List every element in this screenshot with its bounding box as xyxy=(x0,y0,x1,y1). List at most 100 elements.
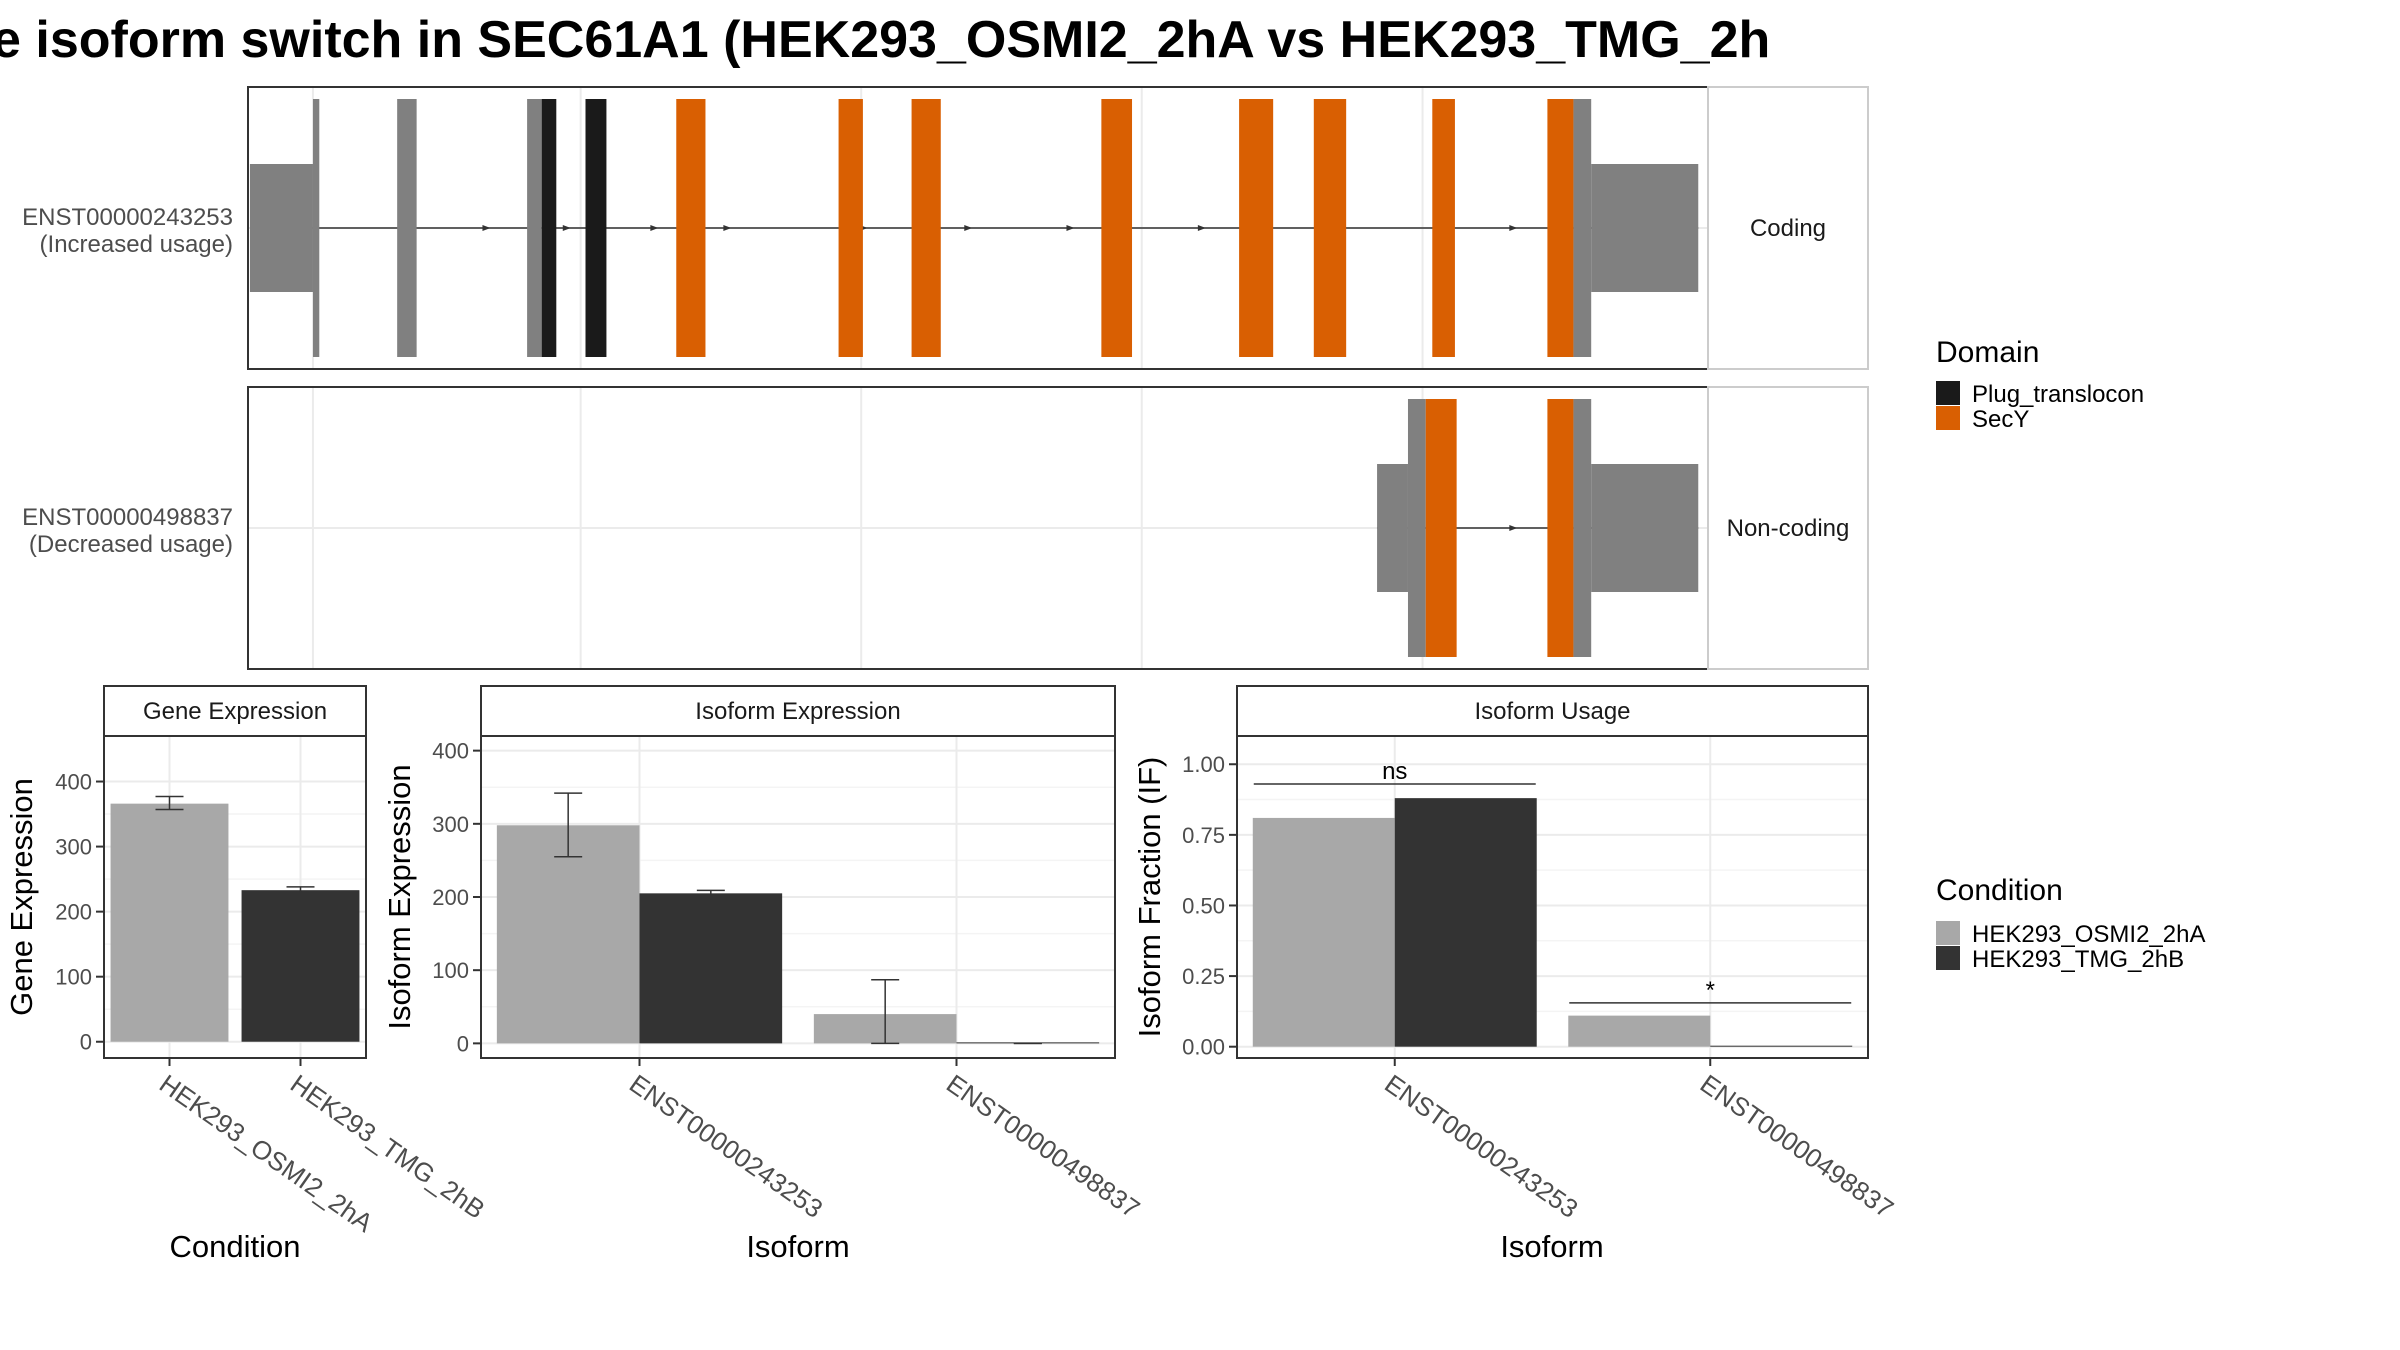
gene-structure-panels: Coding ENST00000243253(Increased usage) No… xyxy=(22,86,1869,670)
strand-arrow-9 xyxy=(1197,225,1206,231)
exon-0 xyxy=(1377,464,1408,592)
strand-arrow-11 xyxy=(1509,225,1518,231)
strip-right xyxy=(1707,86,1869,370)
xtick-label-0: ENST00000243253 xyxy=(624,1068,828,1224)
exon-12 xyxy=(1432,99,1455,357)
exon-10 xyxy=(1239,99,1274,357)
exon-5 xyxy=(1591,464,1699,592)
strip-top xyxy=(480,685,1116,737)
strand-arrow-1 xyxy=(482,225,491,231)
ytick-label-3: 300 xyxy=(55,835,92,860)
transcript-id-label: ENST00000498837 xyxy=(22,504,233,531)
ytick-label-2: 200 xyxy=(432,885,469,910)
exon-4 xyxy=(1573,399,1592,657)
domain-legend-label-secy: SecY xyxy=(1972,406,2029,433)
exon-14 xyxy=(1573,99,1592,357)
condition-legend-title: Condition xyxy=(1936,874,2063,907)
strand-arrow-0 xyxy=(1509,525,1518,531)
ytick-label-2: 200 xyxy=(55,900,92,925)
y-axis-title: Gene Expression xyxy=(4,778,39,1016)
strand-arrow-3 xyxy=(650,225,659,231)
strand-arrow-4 xyxy=(723,225,732,231)
domain-legend-title: Domain xyxy=(1936,336,2039,369)
transcript-panel-ENST00000243253: Coding ENST00000243253(Increased usage) xyxy=(22,86,1869,370)
strip-top xyxy=(103,685,367,737)
transcript-id-label: ENST00000243253 xyxy=(22,204,233,231)
xtick-label-0: ENST00000243253 xyxy=(1379,1068,1583,1224)
ytick-label-0: 0 xyxy=(457,1031,469,1056)
xtick-label-0: HEK293_OSMI2_2hA xyxy=(154,1068,379,1238)
strip-label: Coding xyxy=(1750,215,1826,242)
strip-label: Isoform Usage xyxy=(1474,698,1630,725)
condition-legend: Condition HEK293_OSMI2_2hA HEK293_TMG_2h… xyxy=(1936,874,2205,973)
x-axis-title: Isoform xyxy=(1500,1229,1603,1264)
strand-arrow-7 xyxy=(964,225,973,231)
y-axis-title: Isoform Expression xyxy=(382,764,417,1029)
xtick-label-1: ENST00000498837 xyxy=(941,1068,1145,1224)
exon-1 xyxy=(1407,399,1426,657)
strand-arrow-2 xyxy=(562,225,571,231)
exon-9 xyxy=(1101,99,1133,357)
ytick-label-0: 0 xyxy=(80,1030,92,1055)
exon-15 xyxy=(1591,164,1699,292)
domain-legend: Domain Plug_translocon SecY xyxy=(1936,336,2144,433)
exon-8 xyxy=(911,99,941,357)
strip-top xyxy=(1236,685,1869,737)
bar-1-1 xyxy=(1710,1045,1853,1047)
exon-0 xyxy=(249,164,313,292)
exon-3 xyxy=(527,99,542,357)
domain-legend-key-secy xyxy=(1936,406,1960,430)
bar-panel-isoform-expression: 0 100 200 300 400 Isoform Expression ENST00000… xyxy=(382,685,1145,1264)
transcript-panel-ENST00000498837: Non-coding ENST00000498837(Decreased usag… xyxy=(22,386,1869,670)
bar-0-1 xyxy=(1394,798,1537,1047)
exon-4 xyxy=(541,99,557,357)
exon-13 xyxy=(1547,99,1574,357)
strip-label: Non-coding xyxy=(1727,515,1850,542)
domain-legend-key-plug xyxy=(1936,381,1960,405)
bar-panels: 0 100 200 300 400 Gene Expression HEK293_OSMI2… xyxy=(4,685,1899,1264)
bar-1 xyxy=(241,890,360,1042)
exon-6 xyxy=(676,99,706,357)
strip-label: Isoform Expression xyxy=(695,698,900,725)
exon-2 xyxy=(397,99,417,357)
ytick-label-0: 0.00 xyxy=(1182,1035,1225,1060)
significance-label-1: * xyxy=(1706,977,1715,1004)
exon-3 xyxy=(1547,399,1574,657)
x-axis-title: Condition xyxy=(170,1229,301,1264)
exon-5 xyxy=(585,99,607,357)
ytick-label-4: 400 xyxy=(432,739,469,764)
exon-2 xyxy=(1425,399,1457,657)
bar-1-0 xyxy=(1568,1015,1711,1047)
condition-legend-label-tmg: HEK293_TMG_2hB xyxy=(1972,946,2184,973)
condition-legend-label-osmi: HEK293_OSMI2_2hA xyxy=(1972,921,2205,948)
y-axis-title: Isoform Fraction (IF) xyxy=(1132,757,1167,1038)
domain-legend-label-plug: Plug_translocon xyxy=(1972,381,2144,408)
strand-arrow-8 xyxy=(1066,225,1075,231)
ytick-label-4: 1.00 xyxy=(1182,752,1225,777)
ytick-label-1: 100 xyxy=(432,958,469,983)
condition-legend-key-tmg xyxy=(1936,946,1960,970)
transcript-usage-label: (Decreased usage) xyxy=(29,531,233,558)
bar-0 xyxy=(110,803,229,1042)
ytick-label-2: 0.50 xyxy=(1182,893,1225,918)
ytick-label-4: 400 xyxy=(55,770,92,795)
ytick-label-1: 100 xyxy=(55,965,92,990)
bar-0-0 xyxy=(496,825,640,1044)
strip-label: Gene Expression xyxy=(143,698,327,725)
ytick-label-3: 300 xyxy=(432,812,469,837)
condition-legend-key-osmi xyxy=(1936,921,1960,945)
strip-right xyxy=(1707,386,1869,670)
ytick-label-3: 0.75 xyxy=(1182,823,1225,848)
bar-panel-isoform-usage: 0.00 0.25 0.50 0.75 1.00 ns * Isoform Usage ENST… xyxy=(1132,685,1899,1264)
exon-11 xyxy=(1313,99,1347,357)
significance-label-0: ns xyxy=(1382,758,1407,785)
transcript-usage-label: (Increased usage) xyxy=(40,231,233,258)
xtick-label-1: ENST00000498837 xyxy=(1695,1068,1899,1224)
exon-7 xyxy=(838,99,863,357)
figure-title: e isoform switch in SEC61A1 (HEK293_OSMI… xyxy=(0,11,1770,69)
ytick-label-1: 0.25 xyxy=(1182,964,1225,989)
bar-0-0 xyxy=(1252,817,1395,1047)
exon-1 xyxy=(312,99,320,357)
bar-panel-gene-expression: 0 100 200 300 400 Gene Expression HEK293_OSMI2… xyxy=(4,685,491,1264)
